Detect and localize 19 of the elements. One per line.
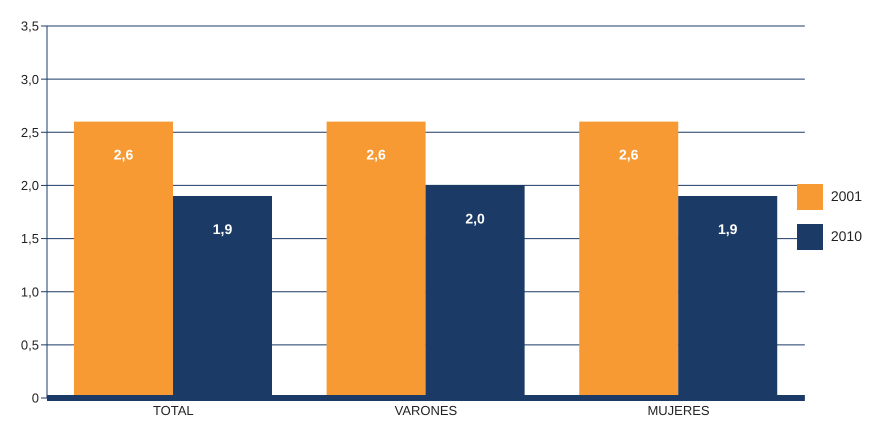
y-tick-label: 2,5	[20, 124, 39, 140]
data-label: 2,6	[114, 146, 134, 163]
x-tick-label: MUJERES	[647, 403, 710, 418]
legend-label: 2001	[830, 188, 862, 204]
y-tick-label: 0,5	[20, 337, 39, 352]
data-label: 2,0	[465, 210, 486, 226]
data-label: 2,6	[618, 146, 639, 163]
data-label: 1,9	[212, 221, 232, 238]
y-tick-label: 1,5	[20, 231, 39, 246]
y-tick-label: 2,0	[20, 178, 39, 194]
x-tick-label: VARONES	[394, 403, 458, 418]
x-tick-label: TOTAL	[152, 403, 194, 418]
y-tick-label: 1,0	[20, 284, 39, 300]
legend-label: 2010	[830, 228, 862, 244]
y-tick-label: 3,0	[20, 72, 39, 87]
y-tick-label: 3,5	[20, 18, 39, 34]
data-label: 2,6	[366, 146, 386, 163]
y-tick-label: 0	[32, 390, 39, 406]
data-label: 1,9	[718, 221, 738, 238]
